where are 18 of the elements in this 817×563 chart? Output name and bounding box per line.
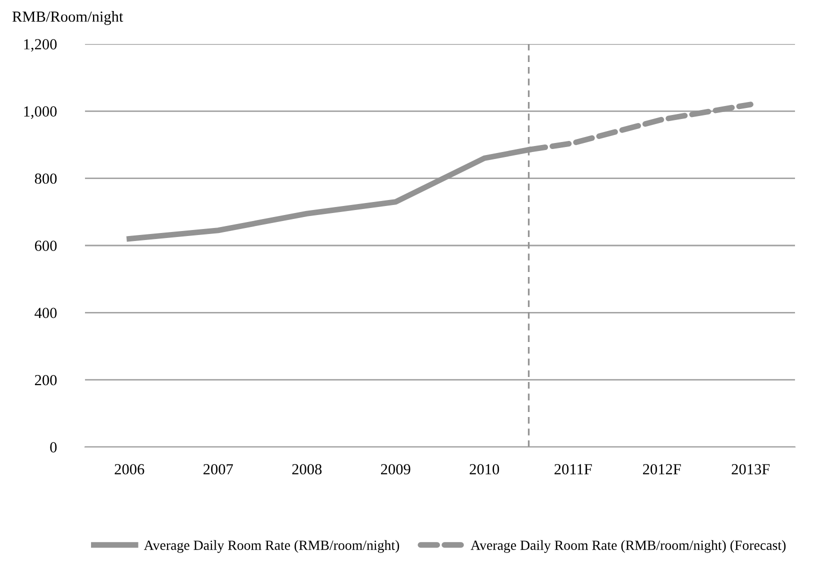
x-tick-label: 2008: [292, 464, 322, 474]
x-tick-label: 2011F: [554, 464, 592, 474]
x-tick-label: 2012F: [643, 464, 681, 474]
x-tick-label: 2007: [204, 464, 233, 474]
x-tick-label: 2006: [114, 464, 144, 474]
y-tick-label: 400: [34, 308, 57, 318]
y-tick-label: 600: [34, 240, 57, 251]
x-tick-label: 2013F: [732, 464, 770, 474]
x-tick-label: 2010: [470, 464, 500, 474]
y-tick-label: 800: [34, 173, 57, 184]
legend-label: Average Daily Room Rate (RMB/room/night): [144, 540, 400, 553]
y-axis-title: RMB/Room/night: [12, 11, 124, 25]
legend-label: Average Daily Room Rate (RMB/room/night) (Forecast): [470, 540, 786, 553]
y-tick-label: 0: [50, 442, 57, 452]
y-tick-label: 1,200: [24, 39, 57, 52]
x-tick-label: 2009: [381, 464, 410, 474]
y-tick-label: 1,000: [24, 106, 57, 119]
y-tick-label: 200: [34, 374, 57, 386]
